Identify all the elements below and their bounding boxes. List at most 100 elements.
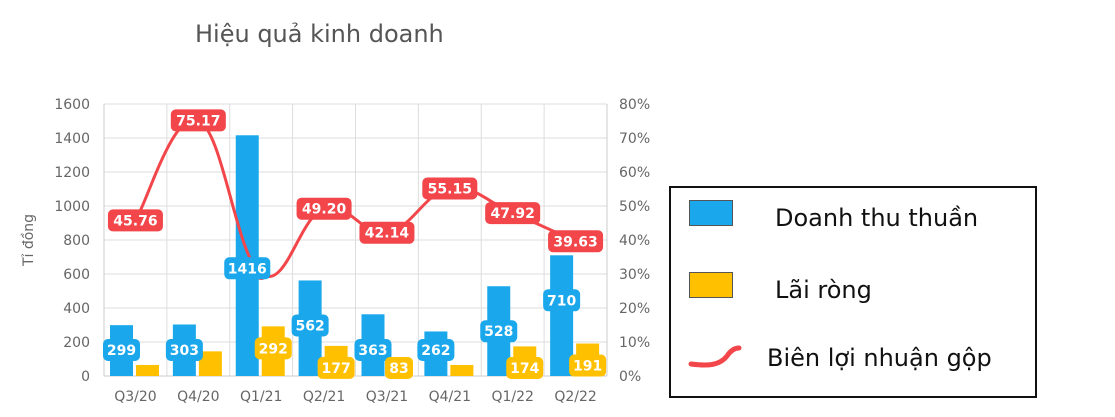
- y2-tick-label: 10%: [619, 335, 650, 351]
- y2-tick-label: 60%: [619, 165, 650, 181]
- y2-tick-label: 0%: [619, 369, 641, 385]
- label-gross-margin-text: 49.20: [302, 202, 347, 218]
- label-revenue-text: 562: [296, 318, 325, 334]
- label-net-profit-text: 174: [510, 361, 539, 377]
- bar-net-profit: [136, 364, 159, 376]
- legend-swatch-revenue: [689, 200, 733, 226]
- label-net-profit-bg: [385, 357, 413, 379]
- label-revenue-text: 262: [421, 343, 450, 359]
- y-tick-label: 1200: [54, 165, 90, 181]
- x-tick-label: Q1/21: [240, 389, 282, 405]
- label-gross-margin-text: 55.15: [428, 181, 472, 197]
- label-revenue-text: 528: [484, 324, 513, 340]
- y-tick-label: 600: [63, 267, 90, 283]
- label-net-profit: 83: [385, 357, 413, 379]
- label-gross-margin-text: 39.63: [553, 234, 597, 250]
- y-axis-title: Tỉ đồng: [20, 214, 37, 267]
- label-revenue-text: 299: [107, 343, 136, 359]
- label-gross-margin-bg: [485, 202, 541, 225]
- label-revenue-text: 303: [170, 343, 199, 359]
- label-net-profit-text: 83: [389, 361, 408, 377]
- y-tick-label: 400: [63, 301, 90, 317]
- bar-net-profit: [450, 364, 474, 376]
- label-revenue-text: 1416: [228, 261, 267, 277]
- x-tick-label: Q4/21: [429, 389, 471, 405]
- label-revenue-bg: [165, 339, 203, 361]
- legend-line-icon: [688, 345, 742, 368]
- label-revenue: 1416: [224, 257, 271, 280]
- legend-label-revenue: Doanh thu thuần: [775, 204, 979, 232]
- y-tick-label: 0: [81, 369, 90, 385]
- label-gross-margin: 55.15: [422, 177, 478, 200]
- label-net-profit-text: 191: [573, 359, 602, 375]
- label-revenue: 262: [417, 339, 455, 361]
- bar-revenue: [550, 255, 574, 376]
- label-net-profit-bg: [317, 356, 355, 379]
- label-revenue-text: 710: [547, 293, 576, 309]
- label-net-profit-text: 292: [259, 341, 288, 357]
- y2-tick-label: 70%: [619, 131, 650, 147]
- label-gross-margin-text: 42.14: [365, 226, 410, 242]
- label-revenue: 562: [291, 314, 329, 337]
- label-gross-margin-bg: [359, 221, 415, 244]
- legend-label-gross-margin: Biên lợi nhuận gộp: [767, 344, 992, 372]
- label-gross-margin: 42.14: [359, 221, 415, 244]
- label-gross-margin-text: 75.17: [176, 113, 220, 129]
- label-revenue-text: 363: [358, 343, 387, 359]
- legend-swatch-net-profit: [689, 272, 733, 298]
- y-tick-label: 800: [63, 233, 90, 249]
- y2-tick-label: 30%: [619, 267, 650, 283]
- y-tick-label: 1600: [54, 97, 90, 113]
- legend-label-net-profit: Lãi ròng: [775, 276, 872, 304]
- label-net-profit: 292: [254, 337, 292, 360]
- bar-net-profit: [198, 351, 222, 376]
- label-revenue-bg: [103, 339, 140, 361]
- label-gross-margin: 75.17: [170, 109, 226, 132]
- label-net-profit-bg: [569, 354, 607, 377]
- y2-tick-label: 20%: [619, 301, 650, 317]
- label-gross-margin-text: 47.92: [491, 206, 535, 222]
- label-net-profit: 177: [317, 356, 355, 379]
- label-gross-margin-bg: [107, 209, 163, 232]
- x-tick-label: Q3/20: [114, 389, 156, 405]
- label-revenue: 710: [543, 289, 581, 312]
- x-tick-label: Q3/21: [366, 389, 408, 405]
- y2-tick-label: 50%: [619, 199, 650, 215]
- y2-tick-label: 40%: [619, 233, 650, 249]
- label-revenue: 528: [480, 320, 518, 343]
- y-tick-label: 1000: [54, 199, 90, 215]
- label-revenue: 299: [103, 339, 140, 361]
- label-revenue-bg: [291, 314, 329, 337]
- label-net-profit-bg: [506, 357, 544, 379]
- y-tick-label: 1400: [54, 131, 90, 147]
- x-tick-label: Q4/20: [177, 389, 219, 405]
- y-tick-label: 200: [63, 335, 90, 351]
- x-tick-label: Q2/21: [303, 389, 345, 405]
- label-gross-margin: 45.76: [107, 209, 163, 232]
- label-gross-margin-bg: [170, 109, 226, 132]
- label-net-profit: 191: [569, 354, 607, 377]
- x-tick-label: Q2/22: [554, 389, 596, 405]
- label-gross-margin: 49.20: [296, 197, 352, 220]
- label-gross-margin: 39.63: [548, 230, 604, 253]
- label-revenue-bg: [224, 257, 271, 280]
- x-tick-label: Q1/22: [491, 389, 533, 405]
- legend: Doanh thu thuần Lãi ròng Biên lợi nhuận …: [669, 186, 1037, 398]
- data-labels: 299 303 1416 562 363 262 528 710 292 177 83 174 191 4…: [103, 109, 607, 379]
- label-gross-margin-bg: [296, 197, 352, 220]
- label-revenue-bg: [354, 339, 392, 361]
- label-revenue-bg: [417, 339, 455, 361]
- label-gross-margin-text: 45.76: [113, 213, 157, 229]
- label-gross-margin-bg: [422, 177, 478, 200]
- label-net-profit-text: 177: [322, 361, 351, 377]
- label-revenue-bg: [480, 320, 518, 343]
- label-revenue-bg: [543, 289, 581, 312]
- y2-tick-label: 80%: [619, 97, 650, 113]
- label-revenue: 303: [165, 339, 203, 361]
- label-revenue: 363: [354, 339, 392, 361]
- label-gross-margin: 47.92: [485, 202, 541, 225]
- label-net-profit-bg: [254, 337, 292, 360]
- label-net-profit: 174: [506, 357, 544, 379]
- label-gross-margin-bg: [548, 230, 604, 253]
